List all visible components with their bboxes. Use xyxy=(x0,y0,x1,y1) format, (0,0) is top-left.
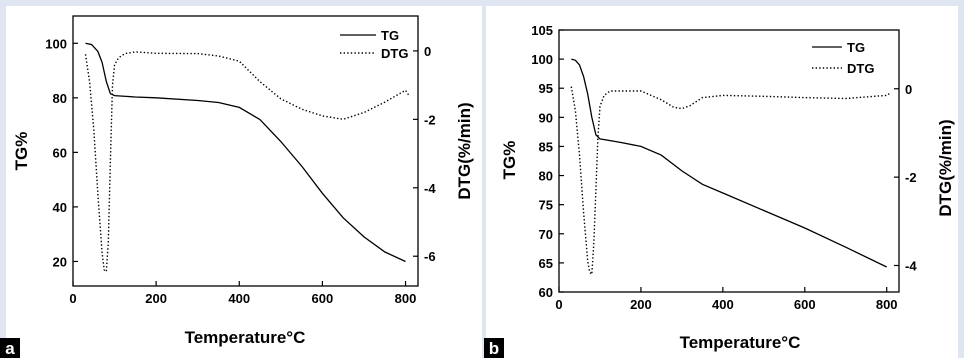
panel-b-background xyxy=(486,6,958,358)
panel-b-y2-axis-label: DTG(%/min) xyxy=(936,119,955,216)
panel-a-y-tick-label: 100 xyxy=(45,36,67,51)
panel-b-plot-frame xyxy=(558,29,900,293)
panel-b-ticks: 0 200 400 600 800 60 65 70 75 80 85 90 95 100 105 -4 -2 0 xyxy=(531,23,917,312)
panel-b-y-tick-label: 85 xyxy=(539,139,553,154)
panel-b-x-tick-label: 800 xyxy=(876,297,898,312)
panel-a-y2-tick-label: -4 xyxy=(424,181,436,196)
panel-b-chart: 0 200 400 600 8006065707580859095100105-4-20… xyxy=(484,23,955,358)
panel-a-legend: TG DTG xyxy=(340,28,408,61)
panel-a-y-tick-label: 80 xyxy=(53,91,67,106)
panel-a-x-tick-label: 0 xyxy=(69,291,76,306)
panel-a-legend-dtg-label: DTG xyxy=(381,46,408,61)
panel-a-tag-label: a xyxy=(5,339,15,358)
panel-b-y-tick-label: 105 xyxy=(531,23,553,38)
panel-a-ticks: 0 200 400 600 800 20 40 60 80 100 -6 -4 -2 0 xyxy=(45,36,436,306)
panel-a-x-axis-label: Temperature°C xyxy=(185,328,306,347)
panel-b-tag-box xyxy=(484,338,504,358)
panel-a-y-tick-label: 40 xyxy=(53,200,67,215)
panel-b-y-tick-label: 95 xyxy=(539,81,553,96)
panel-b-x-tick-label: 0 xyxy=(555,297,562,312)
panel-a-y2-tick-label: 0 xyxy=(424,44,431,59)
panel-b-x-tick-label: 200 xyxy=(630,297,652,312)
panel-a-y-tick-label: 60 xyxy=(53,145,67,160)
panel-b-tg-line xyxy=(571,58,887,268)
panel-b-y-tick-label: 60 xyxy=(539,285,553,300)
panel-a-plot-frame xyxy=(72,15,419,287)
panel-a-tag-box xyxy=(0,338,20,358)
panel-a-y-axis-label: TG% xyxy=(12,132,31,171)
panel-b-legend-tg-label: TG xyxy=(847,40,865,55)
panel-b-legend-dtg-label: DTG xyxy=(847,61,874,76)
panel-b-y-tick-label: 75 xyxy=(539,198,553,213)
panel-b-y2-tick-label: -2 xyxy=(905,170,917,185)
panel-a-y2-tick-label: -2 xyxy=(424,112,436,127)
panel-b-x-tick-label: 400 xyxy=(712,297,734,312)
panel-b-y-tick-label: 80 xyxy=(539,169,553,184)
panel-a-y-tick-label: 20 xyxy=(53,254,67,269)
panel-b-y-tick-label: 100 xyxy=(531,52,553,67)
panel-b-x-tick-label: 600 xyxy=(794,297,816,312)
panel-b-y2-tick-label: -4 xyxy=(905,258,917,273)
panel-b-x-axis-label: Temperature°C xyxy=(680,333,801,352)
panel-a-y2-tick-label: -6 xyxy=(424,249,436,264)
panel-b-legend: TG DTG xyxy=(812,40,874,76)
panel-b-y-tick-label: 90 xyxy=(539,110,553,125)
panel-a-background xyxy=(6,6,482,358)
panel-a-x-tick-label: 400 xyxy=(228,291,250,306)
panel-a-x-tick-label: 200 xyxy=(145,291,167,306)
panel-a-x-tick-label: 600 xyxy=(312,291,334,306)
panel-b-y-axis-label: TG% xyxy=(500,141,519,180)
panel-a-legend-tg-label: TG xyxy=(381,28,399,43)
panel-b-y2-tick-label: 0 xyxy=(905,82,912,97)
panel-b-tag-label: b xyxy=(489,339,499,358)
panel-b-y-tick-label: 70 xyxy=(539,227,553,242)
panel-a-x-tick-label: 800 xyxy=(395,291,417,306)
panel-a-tg-line xyxy=(85,42,406,263)
panel-b-y-tick-label: 65 xyxy=(539,256,553,271)
panel-a-chart: 0 200 400 600 800 20 40 60 80 100 -6 -4 -2 0 Temperat… xyxy=(0,15,474,358)
panel-b-dtg-line xyxy=(570,86,891,276)
panel-a-y2-axis-label: DTG(%/min) xyxy=(455,102,474,199)
